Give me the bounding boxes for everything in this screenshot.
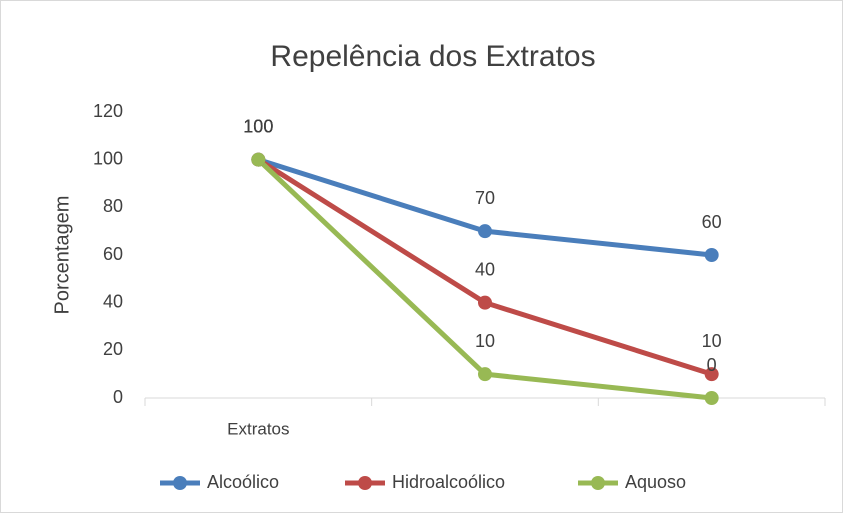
data-label: 0 (707, 355, 717, 375)
y-tick-label: 80 (103, 196, 123, 216)
data-label: 100 (243, 116, 273, 136)
data-label: 10 (475, 331, 495, 351)
data-point (478, 224, 492, 239)
legend-label: Alcoólico (207, 472, 279, 492)
y-tick-label: 40 (103, 291, 123, 311)
data-label: 100 (243, 116, 273, 136)
data-point (478, 295, 492, 310)
legend-marker (591, 476, 605, 490)
y-tick-label: 100 (93, 148, 123, 168)
legend-label: Aquoso (625, 472, 686, 492)
data-label: 40 (475, 259, 495, 279)
y-tick-label: 20 (103, 339, 123, 359)
y-tick-label: 60 (103, 244, 123, 264)
data-point (478, 367, 492, 382)
data-point (704, 391, 719, 405)
legend-marker (358, 476, 372, 490)
legend-label: Hidroalcoólico (392, 472, 505, 492)
data-point (704, 248, 719, 262)
data-point (704, 367, 719, 382)
chart-title: Repelência dos Extratos (270, 40, 595, 73)
data-point (251, 152, 266, 167)
legend-marker (173, 476, 187, 490)
x-tick-label: Extratos (227, 419, 289, 438)
data-label: 10 (702, 331, 722, 351)
y-tick-label: 0 (113, 387, 123, 407)
data-label: 100 (243, 116, 273, 136)
data-label: 60 (702, 212, 722, 232)
data-label: 70 (475, 188, 495, 208)
y-tick-label: 120 (93, 101, 123, 121)
y-axis-title: Porcentagem (51, 196, 73, 315)
